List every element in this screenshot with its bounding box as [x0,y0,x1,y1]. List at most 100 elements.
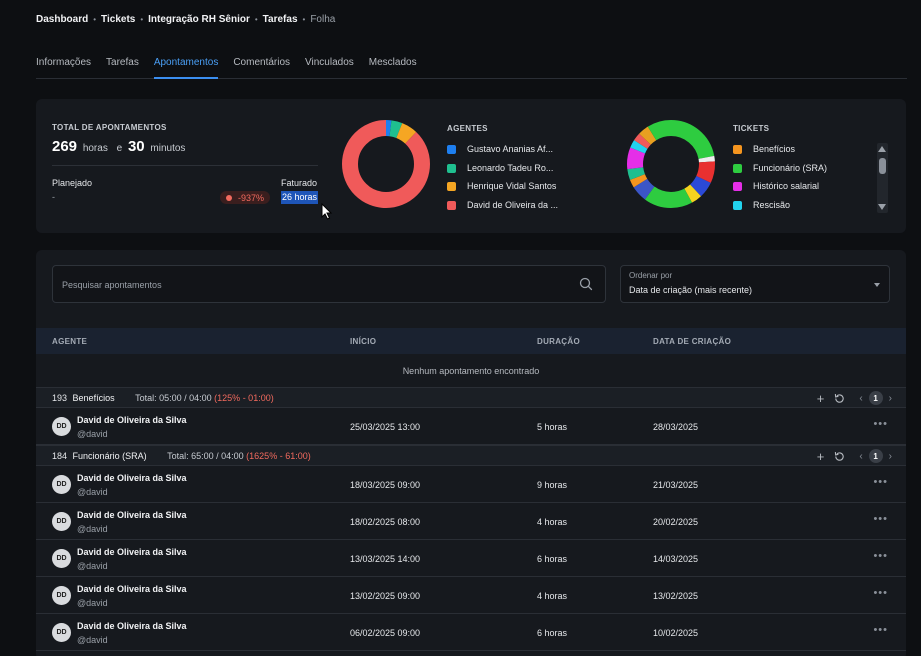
and-word: e [116,143,123,154]
group-header-funcionario[interactable]: 184 Funcionário (SRA) Total: 65:00 / 04:… [36,445,906,466]
group-total: Total: 65:00 / 04:00 [167,451,244,461]
more-options-icon[interactable]: ••• [873,418,888,430]
add-icon[interactable]: + [816,448,825,464]
legend-label: Histórico salarial [753,181,820,191]
chevron-down-icon [874,283,880,287]
table-row[interactable]: DD David de Oliveira da Silva @david 25/… [36,408,906,445]
breadcrumb-integracao[interactable]: Integração RH Sênior [148,14,250,25]
tab-tarefas[interactable]: Tarefas [106,57,139,68]
table-row[interactable]: DD David de Oliveira da Silva @david 13/… [36,540,906,577]
tickets-legend-item[interactable]: Histórico salarial [733,181,819,191]
created-date: 28/03/2025 [653,422,699,432]
created-date: 13/02/2025 [653,591,699,601]
breadcrumb-tickets[interactable]: Tickets [101,14,136,25]
table-row[interactable]: DD David de Oliveira da Silva @david 13/… [36,577,906,614]
agents-legend-item[interactable]: David de Oliveira da ... [447,200,558,210]
group-total: Total: 05:00 / 04:00 [135,393,212,403]
more-options-icon[interactable]: ••• [873,624,888,636]
donut-segment [342,120,430,208]
difference-badge: -937% [220,191,271,204]
tab-apontamentos[interactable]: Apontamentos [153,52,218,79]
legend-swatch [733,144,742,154]
legend-scrollbar[interactable] [877,143,888,213]
reload-icon[interactable] [834,451,845,462]
divider [52,165,318,166]
tab-comentarios[interactable]: Comentários [233,57,291,68]
add-icon[interactable]: + [816,390,825,406]
legend-swatch [733,181,742,191]
chevron-left-icon[interactable]: ‹ [859,392,863,404]
chevron-right-icon[interactable]: › [888,450,892,462]
agent-handle: @david [77,561,108,571]
tab-vinculados[interactable]: Vinculados [305,57,354,68]
scroll-up-icon[interactable] [878,146,886,152]
group-tools: + ‹ 1 › [817,391,892,405]
group-summary: 193 Benefícios Total: 05:00 / 04:00 (125… [52,393,274,403]
agent-name: David de Oliveira da Silva [77,510,187,520]
tab-informacoes[interactable]: Informações [36,57,92,68]
scroll-thumb[interactable] [879,158,886,174]
table-row[interactable]: DD David de Oliveira da Silva @david 18/… [36,503,906,540]
group-percentage: (125% - 01:00) [214,393,274,403]
breadcrumb-separator: • [140,15,144,24]
agents-legend-item[interactable]: Leonardo Tadeu Ro... [447,163,553,173]
agent-handle: @david [77,487,108,497]
table-row[interactable]: DD David de Oliveira da Silva @david 18/… [36,466,906,503]
page-number[interactable]: 1 [868,449,883,463]
tab-mesclados[interactable]: Mesclados [368,57,417,68]
search-icon[interactable] [579,277,593,291]
agents-legend-item[interactable]: Gustavo Ananias Af... [447,144,553,154]
chevron-right-icon[interactable]: › [888,392,892,404]
agent-name: David de Oliveira da Silva [77,547,187,557]
start-date: 13/02/2025 09:00 [350,591,421,601]
agent-name: David de Oliveira da Silva [77,415,187,425]
agent-handle: @david [77,429,108,439]
legend-label: Leonardo Tadeu Ro... [467,163,554,173]
chevron-left-icon[interactable]: ‹ [859,450,863,462]
column-start[interactable]: INÍCIO [350,337,377,346]
created-date: 20/02/2025 [653,517,699,527]
donut-segment [627,120,715,208]
agents-legend-item[interactable]: Henrique Vidal Santos [447,181,556,191]
planned-label: Planejado [52,178,93,188]
search-input[interactable]: Pesquisar apontamentos [52,265,606,303]
planned-value: - [52,192,55,202]
column-agent[interactable]: AGENTE [52,337,88,346]
donut-segment [627,120,715,208]
legend-label: Henrique Vidal Santos [467,181,557,191]
more-options-icon[interactable]: ••• [873,513,888,525]
reload-icon[interactable] [834,393,845,404]
summary-card: TOTAL DE APONTAMENTOS 269 horas e 30 min… [36,99,906,233]
group-name: Funcionário (SRA) [72,451,147,461]
legend-label: Rescisão [753,200,791,210]
more-options-icon[interactable]: ••• [873,550,888,562]
tickets-legend-item[interactable]: Funcionário (SRA) [733,163,827,173]
avatar: DD [52,549,71,568]
column-duration[interactable]: DURAÇÃO [537,337,580,346]
tickets-legend-item[interactable]: Benefícios [733,144,795,154]
group-header-beneficios[interactable]: 193 Benefícios Total: 05:00 / 04:00 (125… [36,387,906,408]
status-dot-icon [226,194,232,201]
sort-label: Ordenar por [629,271,673,280]
agent-handle: @david [77,635,108,645]
created-date: 21/03/2025 [653,480,699,490]
more-options-icon[interactable]: ••• [873,476,888,488]
group-summary: 184 Funcionário (SRA) Total: 65:00 / 04:… [52,451,311,461]
group-tools: + ‹ 1 › [817,449,892,463]
breadcrumb-tarefas[interactable]: Tarefas [262,14,298,25]
scroll-down-icon[interactable] [878,204,886,210]
page-number[interactable]: 1 [868,391,883,405]
minutes-unit: minutos [150,143,186,154]
sort-select[interactable]: Ordenar por Data de criação (mais recent… [620,265,890,303]
tickets-donut-chart [627,120,715,208]
total-label: TOTAL DE APONTAMENTOS [52,123,167,132]
column-created[interactable]: DATA DE CRIAÇÃO [653,337,732,346]
legend-label: Gustavo Ananias Af... [467,144,554,154]
agents-legend-title: AGENTES [447,124,488,133]
more-options-icon[interactable]: ••• [873,587,888,599]
duration: 9 horas [537,480,568,490]
breadcrumb-dashboard[interactable]: Dashboard [36,14,89,25]
table-row[interactable]: DD David de Oliveira da Silva @david 06/… [36,614,906,651]
tickets-legend-item[interactable]: Rescisão [733,200,790,210]
billed-label: Faturado [281,178,318,188]
